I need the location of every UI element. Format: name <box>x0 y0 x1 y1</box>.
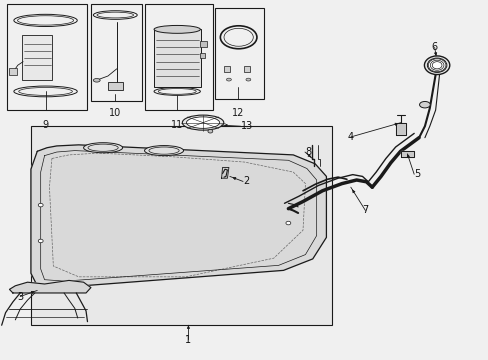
Ellipse shape <box>38 203 43 207</box>
Ellipse shape <box>226 78 231 81</box>
Text: 5: 5 <box>413 169 420 179</box>
Text: 2: 2 <box>243 176 249 186</box>
Ellipse shape <box>83 143 122 153</box>
Text: 13: 13 <box>240 121 252 131</box>
Ellipse shape <box>154 26 200 33</box>
Bar <box>108 82 122 90</box>
Ellipse shape <box>207 130 212 133</box>
Ellipse shape <box>38 239 43 243</box>
Ellipse shape <box>93 78 100 82</box>
Ellipse shape <box>424 56 449 75</box>
Polygon shape <box>31 145 326 288</box>
Bar <box>199 53 205 58</box>
Text: 4: 4 <box>347 132 353 142</box>
Bar <box>199 41 207 47</box>
Ellipse shape <box>419 102 429 108</box>
Text: 8: 8 <box>305 147 310 157</box>
Bar <box>22 35 52 80</box>
Text: 7: 7 <box>362 206 368 216</box>
Bar <box>215 8 264 99</box>
Ellipse shape <box>186 117 219 129</box>
Bar <box>144 4 212 110</box>
Polygon shape <box>221 167 228 178</box>
Bar <box>154 30 200 87</box>
Text: 12: 12 <box>231 108 244 118</box>
Bar <box>244 66 250 72</box>
Polygon shape <box>395 123 406 135</box>
Text: 3: 3 <box>17 292 23 302</box>
Ellipse shape <box>285 221 290 225</box>
Bar <box>6 4 87 110</box>
Polygon shape <box>400 150 413 157</box>
Ellipse shape <box>245 78 250 81</box>
Text: 9: 9 <box>42 120 48 130</box>
Bar <box>9 68 17 75</box>
Ellipse shape <box>427 58 446 72</box>
Text: 11: 11 <box>171 120 183 130</box>
Text: 1: 1 <box>185 334 191 345</box>
Polygon shape <box>9 280 91 293</box>
Ellipse shape <box>182 115 224 130</box>
Bar <box>224 66 229 72</box>
Ellipse shape <box>144 145 183 156</box>
Text: 10: 10 <box>109 108 121 118</box>
Bar <box>91 4 142 101</box>
Bar <box>31 126 331 325</box>
Text: 6: 6 <box>431 42 437 52</box>
